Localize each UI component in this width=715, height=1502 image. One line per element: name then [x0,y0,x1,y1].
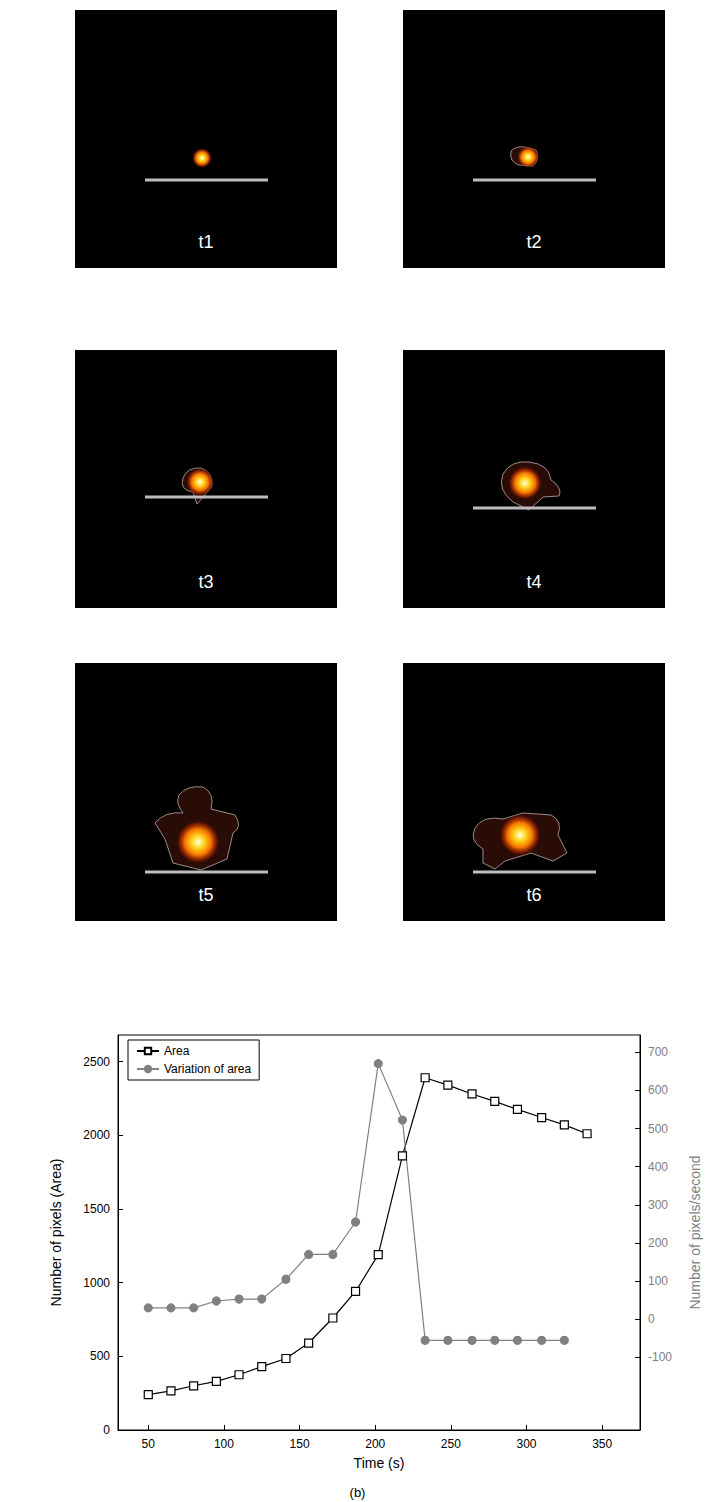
svg-text:50: 50 [142,1437,156,1451]
svg-text:0: 0 [103,1423,110,1437]
svg-text:100: 100 [214,1437,234,1451]
svg-text:100: 100 [648,1274,668,1288]
svg-text:0: 0 [648,1312,655,1326]
svg-text:500: 500 [90,1349,110,1363]
svg-text:2000: 2000 [83,1128,110,1142]
svg-text:2500: 2500 [83,1055,110,1069]
svg-text:1000: 1000 [83,1276,110,1290]
svg-text:t4: t4 [526,572,541,592]
svg-text:t6: t6 [526,885,541,905]
svg-text:300: 300 [517,1437,537,1451]
svg-text:Variation of area: Variation of area [164,1062,251,1076]
svg-text:250: 250 [441,1437,461,1451]
svg-text:700: 700 [648,1045,668,1059]
svg-text:Area: Area [164,1044,190,1058]
svg-text:300: 300 [648,1198,668,1212]
svg-text:200: 200 [365,1437,385,1451]
svg-text:Time (s): Time (s) [354,1455,405,1471]
svg-text:600: 600 [648,1083,668,1097]
svg-text:t2: t2 [526,232,541,252]
svg-text:t1: t1 [198,232,213,252]
html-text:(b): (b) [349,1485,366,1500]
svg-text:200: 200 [648,1236,668,1250]
svg-text:t5: t5 [198,885,213,905]
svg-text:-100: -100 [648,1350,672,1364]
svg-text:400: 400 [648,1160,668,1174]
svg-text:Number of pixels/second: Number of pixels/second [687,1155,703,1309]
svg-text:1500: 1500 [83,1202,110,1216]
svg-text:150: 150 [290,1437,310,1451]
svg-text:Number of pixels (Area): Number of pixels (Area) [48,1159,64,1307]
svg-text:500: 500 [648,1122,668,1136]
svg-text:350: 350 [592,1437,612,1451]
svg-text:t3: t3 [198,572,213,592]
